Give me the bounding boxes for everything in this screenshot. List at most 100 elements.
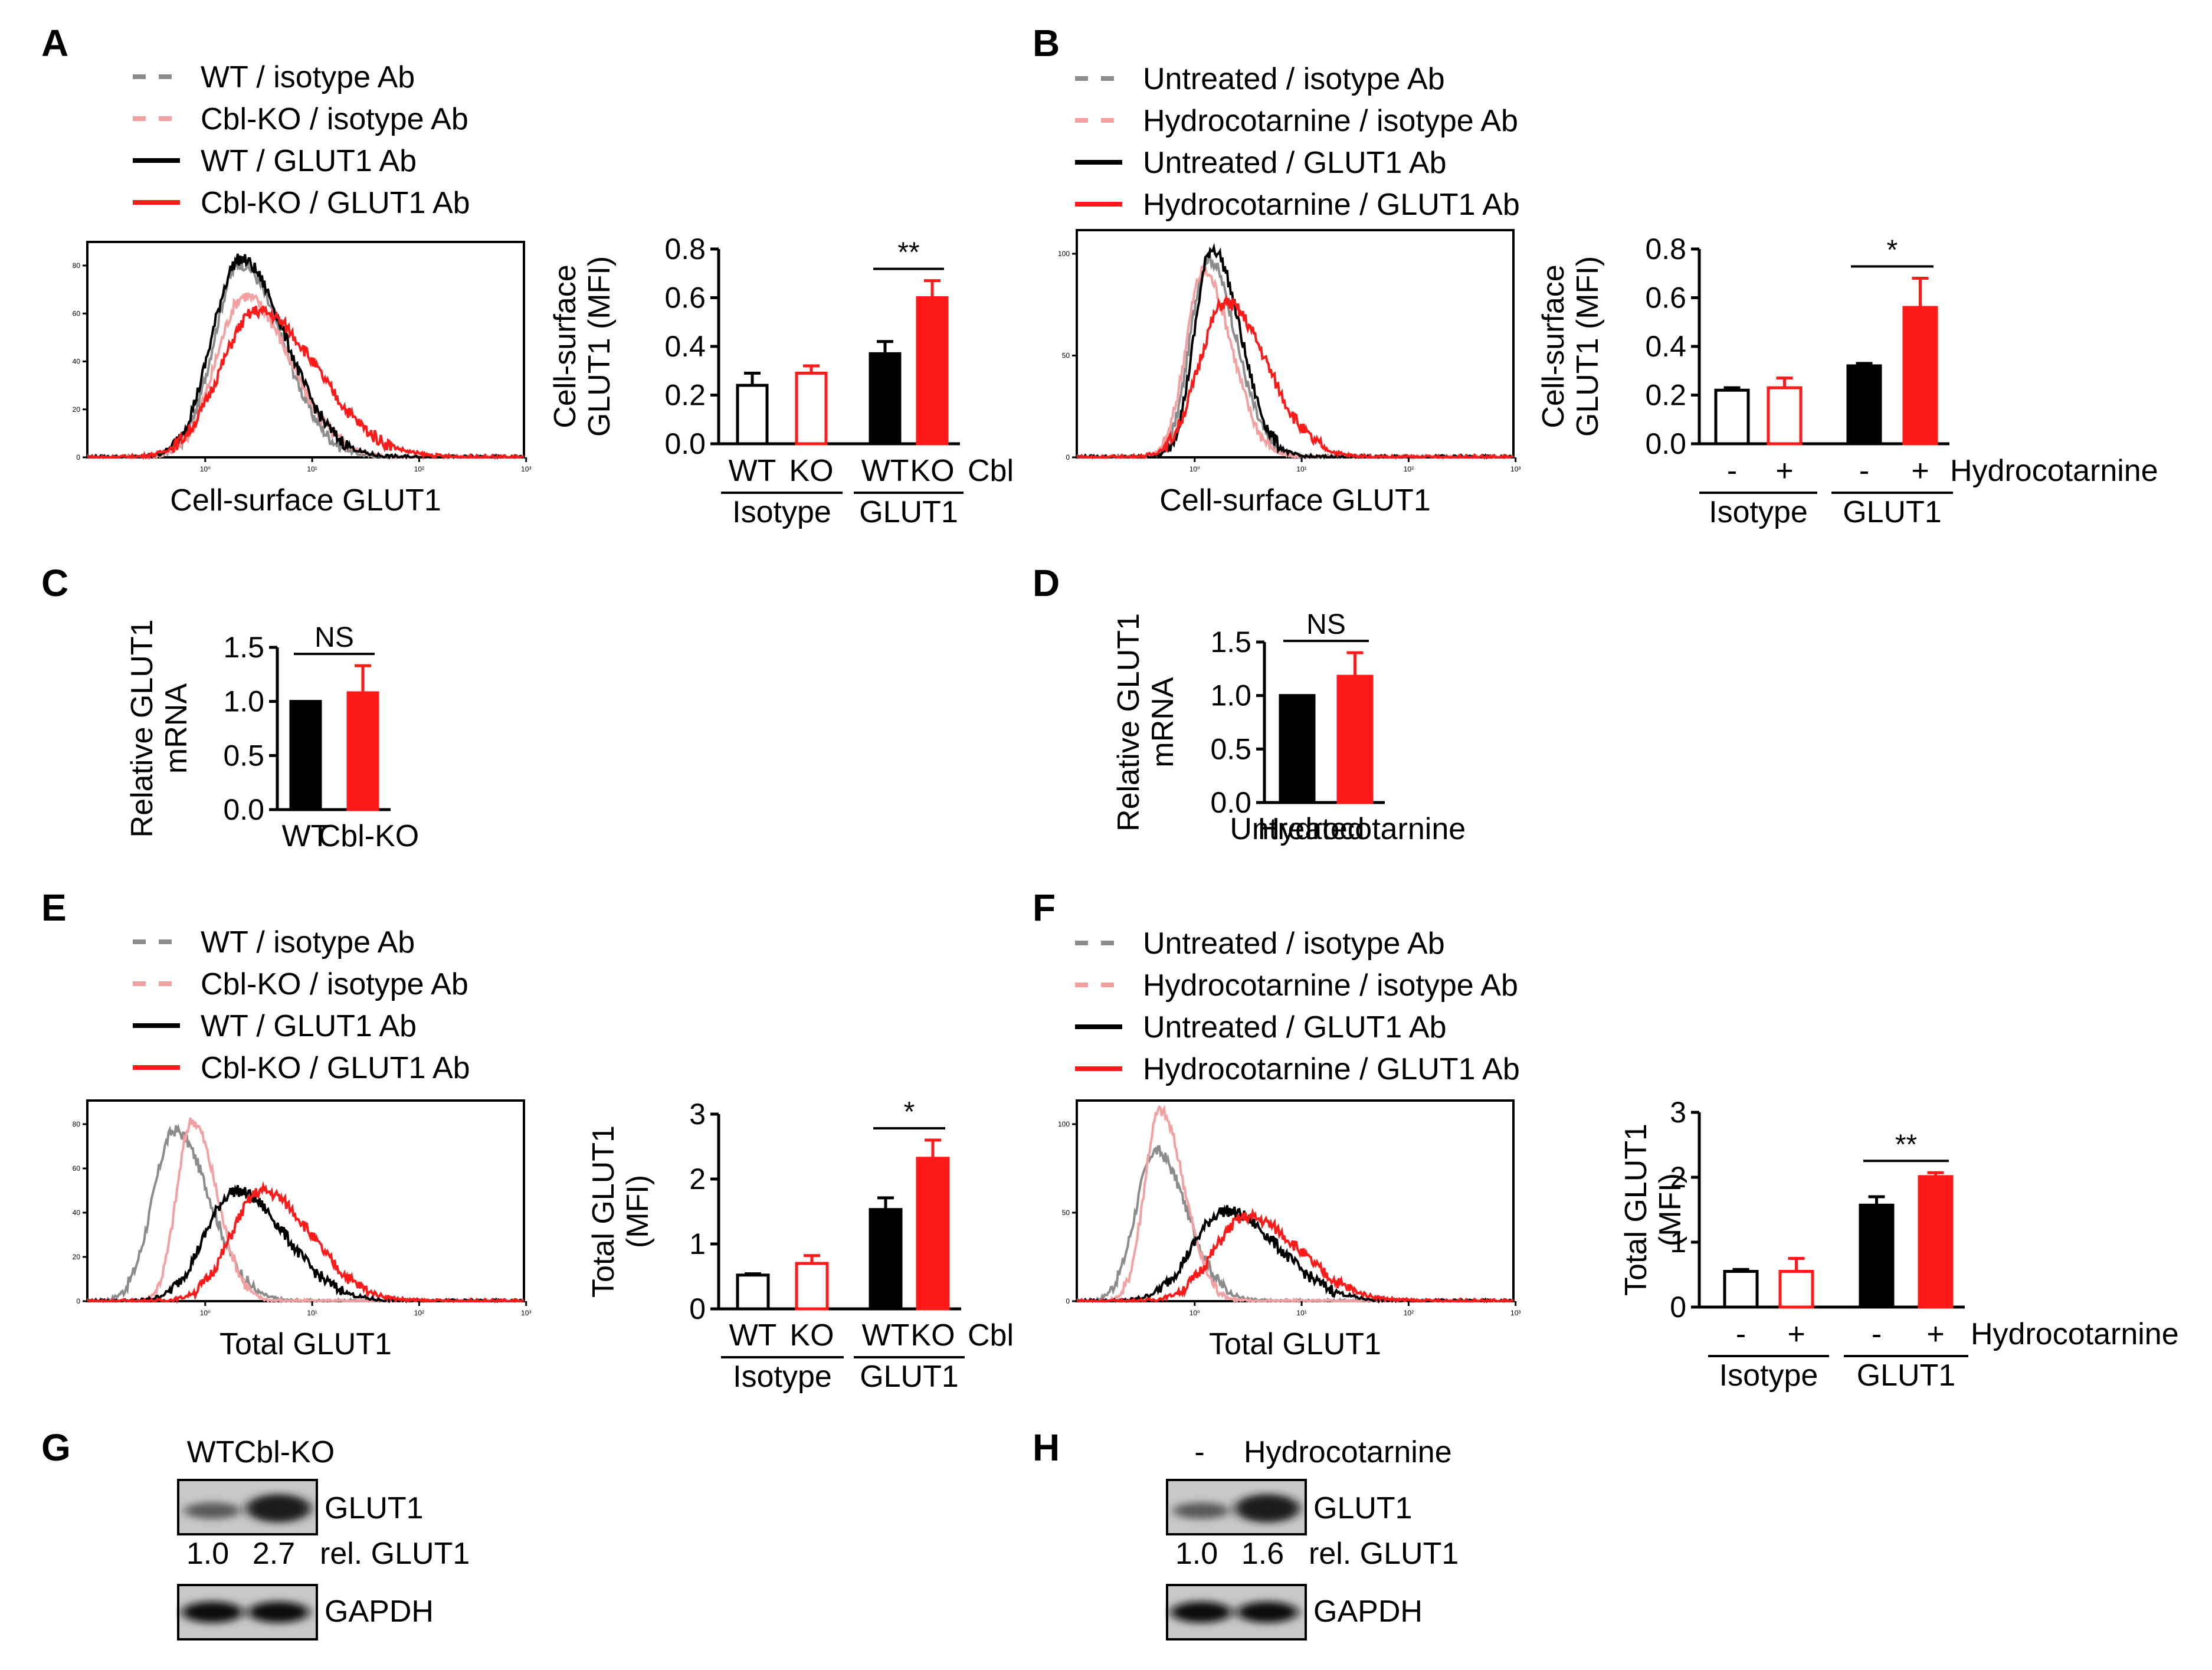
blot-lane-label: Hydrocotarnine <box>1244 1435 1452 1469</box>
x-category-label: + <box>1926 1317 1944 1351</box>
histogram-ytick-label: 100 <box>1058 1120 1070 1128</box>
bar-3 <box>1918 1175 1954 1309</box>
bar-1 <box>1778 1270 1814 1309</box>
histogram-ytick-label: 60 <box>73 1164 81 1173</box>
y-tick-label: 3 <box>1670 1096 1686 1129</box>
histogram-xtick-label: 10⁰ <box>200 1309 211 1317</box>
y-tick-label: 0.0 <box>1210 786 1251 819</box>
y-tick-label: 0.0 <box>1645 427 1686 460</box>
y-tick-label: 0.8 <box>1645 233 1686 266</box>
histogram-xtick-label: 10¹ <box>1296 465 1306 473</box>
bar-2 <box>1859 1203 1895 1309</box>
y-axis-label-line: Total GLUT1 <box>586 1125 621 1298</box>
y-tick-label: 0 <box>689 1292 706 1325</box>
B-legend-label-3: Hydrocotarnine / GLUT1 Ab <box>1143 188 1520 222</box>
histogram-ytick-label: 0 <box>1066 453 1070 461</box>
x-category-label: + <box>1787 1317 1805 1351</box>
histogram-xtick-label: 10³ <box>521 1309 531 1317</box>
histogram-xtick-label: 10⁰ <box>200 465 211 473</box>
bar-3 <box>1902 306 1938 446</box>
panel-label-H: H <box>1033 1426 1060 1469</box>
histogram-ytick-label: 50 <box>1062 352 1070 360</box>
histogram-trace-wt <box>1076 243 1514 460</box>
blot-band <box>184 1502 241 1519</box>
histogram-xtick-label: 10¹ <box>307 1309 317 1317</box>
y-tick-label: 0.8 <box>664 233 706 266</box>
x-category-label: KO <box>910 454 954 488</box>
bar-3 <box>916 296 949 446</box>
histogram-xlabel: Total GLUT1 <box>1209 1327 1381 1361</box>
histogram-E: 80 60 40 20 0 10⁰ 10¹ 10² 10³ Total GLUT1 <box>73 1099 531 1361</box>
panel-label-F: F <box>1033 886 1056 929</box>
y-axis-label-line: (MFI) <box>1653 1173 1687 1246</box>
histogram-xlabel: Total GLUT1 <box>219 1327 392 1361</box>
B-legend-label-2: Untreated / GLUT1 Ab <box>1143 146 1447 180</box>
y-axis-label-line: GLUT1 (MFI) <box>582 256 617 437</box>
panel-label-B: B <box>1033 22 1060 64</box>
bar-0 <box>1714 388 1750 446</box>
histogram-xtick-label: 10⁰ <box>1189 1309 1200 1317</box>
y-axis-label-line: Relative GLUT1 <box>125 620 159 838</box>
panel-label-E: E <box>41 886 67 929</box>
x-category-label: Untreated <box>1230 812 1364 846</box>
y-tick-label: 0.2 <box>1645 379 1686 412</box>
y-axis-label-line: Total GLUT1 <box>1619 1124 1653 1296</box>
y-axis-label: Total GLUT1(MFI) <box>1619 1124 1687 1296</box>
histogram-xtick-label: 10² <box>1404 1309 1414 1317</box>
panel-label-C: C <box>41 562 68 604</box>
histogram-F: 100 50 0 10⁰ 10¹ 10² 10³ Total GLUT1 <box>1058 1099 1520 1361</box>
F-legend-label-1: Hydrocotarnine / isotype Ab <box>1143 968 1518 1003</box>
y-tick-label: 0.0 <box>664 427 706 460</box>
histogram-xtick-label: 10² <box>414 465 424 473</box>
histogram-xtick-label: 10² <box>414 1309 424 1317</box>
x-category-label: Hydrocotarnine <box>1258 812 1466 846</box>
histogram-xtick-label: 10² <box>1404 465 1414 473</box>
y-tick-label: 0.5 <box>223 739 264 772</box>
group-label: Isotype <box>733 1360 832 1394</box>
A-legend-label-1: Cbl-KO / isotype Ab <box>201 102 468 136</box>
histogram-trace-ko <box>87 1181 525 1304</box>
y-tick-label: 1.5 <box>1210 626 1251 659</box>
B-legend-label-0: Untreated / isotype Ab <box>1143 62 1445 96</box>
y-axis-label-line: Cell-surface <box>548 264 582 428</box>
significance-label: * <box>1887 235 1898 266</box>
histogram-ytick-label: 50 <box>1062 1209 1070 1217</box>
bar-0 <box>1723 1270 1759 1309</box>
panel-label-A: A <box>41 22 68 64</box>
y-tick-label: 0.4 <box>664 330 706 363</box>
histogram-ytick-label: 20 <box>73 1253 81 1261</box>
histogram-trace-ko_iso <box>1076 266 1514 460</box>
bar-0 <box>1279 694 1316 804</box>
y-axis-label-line: mRNA <box>1146 677 1180 767</box>
y-axis-label-line: GLUT1 (MFI) <box>1571 256 1605 437</box>
blot-ratio-label: rel. GLUT1 <box>1309 1537 1459 1571</box>
histogram-trace-ko <box>87 304 525 460</box>
bar-chart-A: 0.0 0.2 0.4 0.6 0.8 Cell-surfaceGLUT1 (MFI) **… <box>548 233 1014 529</box>
x-category-label: WT <box>862 1318 910 1353</box>
F-legend-label-0: Untreated / isotype Ab <box>1143 926 1445 961</box>
histogram-A: 80 60 40 20 0 10⁰ 10¹ 10² 10³ Cell-surface GLUT1 <box>73 241 531 518</box>
histogram-trace-wt_iso <box>1076 1145 1514 1304</box>
blot-band-label: GAPDH <box>1313 1594 1423 1629</box>
y-tick-label: 1 <box>1670 1226 1686 1259</box>
x-category-label: WT <box>861 454 909 488</box>
blot-band <box>1173 1502 1230 1519</box>
x-category-label: KO <box>789 1318 834 1353</box>
x-category-label: - <box>1872 1317 1882 1351</box>
x-extra-label: Hydrocotarnine <box>1971 1317 2179 1351</box>
significance-label: NS <box>1306 609 1346 640</box>
histogram-trace-wt <box>86 1184 525 1304</box>
x-extra-label: Cbl <box>968 454 1014 488</box>
significance-label: * <box>904 1096 915 1128</box>
histogram-xtick-label: 10⁰ <box>1189 465 1200 473</box>
bar-2 <box>1846 364 1882 446</box>
histogram-xlabel: Cell-surface GLUT1 <box>170 483 441 518</box>
bar-0 <box>736 384 769 446</box>
E-legend-label-0: WT / isotype Ab <box>201 925 415 960</box>
group-label: Isotype <box>732 495 831 529</box>
x-category-label: Cbl-KO <box>319 819 419 853</box>
x-category-label: KO <box>910 1318 955 1353</box>
y-tick-label: 1.0 <box>223 685 264 718</box>
group-label: Isotype <box>1709 495 1808 529</box>
